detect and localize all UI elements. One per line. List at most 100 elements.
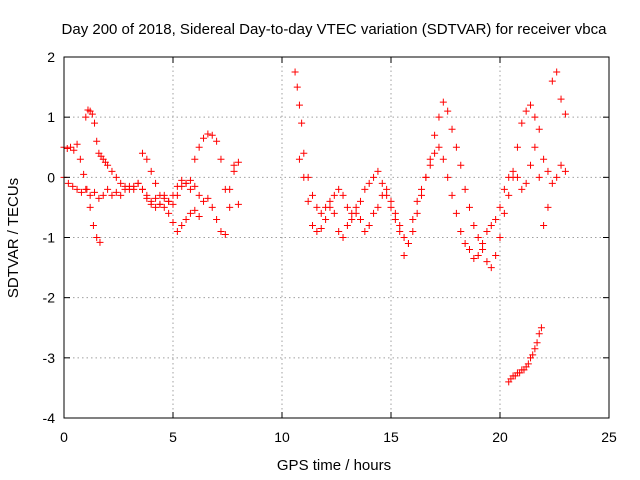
data-point [147,167,155,175]
data-point [152,194,160,202]
data-point [73,140,81,148]
chart-title: Day 200 of 2018, Sidereal Day-to-day VTE… [62,21,608,38]
data-point [217,155,225,163]
data-point [400,252,408,260]
data-point [391,215,399,223]
data-point [169,200,177,208]
y-tick-label: -1 [43,230,56,246]
data-point [86,203,94,211]
data-point [82,113,90,121]
data-point [313,227,321,235]
x-tick-label: 0 [60,429,68,445]
data-point [99,191,107,199]
data-point [365,179,373,187]
data-point [461,240,469,248]
data-point [540,221,548,229]
data-point [134,179,142,187]
data-point [213,215,221,223]
data-point [221,185,229,193]
data-point [518,185,526,193]
data-point [63,144,71,152]
data-point [544,167,552,175]
data-point [208,131,216,139]
data-point [452,209,460,217]
data-point [474,252,482,260]
data-point [125,185,133,193]
data-point [383,185,391,193]
data-point [531,345,539,353]
data-point [330,191,338,199]
data-point [553,68,561,76]
data-point [313,203,321,211]
x-axis-label: GPS time / hours [277,457,391,474]
data-point [217,227,225,235]
data-point [404,240,412,248]
data-point [317,224,325,232]
data-point [178,176,186,184]
data-point [186,185,194,193]
data-point [160,203,168,211]
data-point [221,230,229,238]
data-point [298,119,306,127]
data-point [487,221,495,229]
data-point [69,182,77,190]
data-point [156,200,164,208]
data-point [73,185,81,193]
data-point [96,238,104,246]
data-point [356,215,364,223]
data-point [95,194,103,202]
data-point [195,212,203,220]
data-point [365,221,373,229]
data-point [213,137,221,145]
data-point [138,185,146,193]
x-tick-label: 15 [383,429,399,445]
data-point [143,194,151,202]
data-point [343,203,351,211]
data-point [418,191,426,199]
data-point [418,185,426,193]
data-point [509,167,517,175]
data-point [527,101,535,109]
data-point [422,173,430,181]
y-tick-label: -4 [43,410,56,426]
data-point [191,182,199,190]
x-tick-label: 20 [492,429,508,445]
data-point [483,227,491,235]
data-point [169,191,177,199]
data-point [540,155,548,163]
data-point [413,209,421,217]
data-point [409,215,417,223]
data-point [496,234,504,241]
x-tick-label: 5 [169,429,177,445]
data-point [374,167,382,175]
data-point [169,218,177,226]
data-point [348,215,356,223]
data-point [152,203,160,211]
data-point [391,209,399,217]
data-point [470,255,478,263]
data-point [561,167,569,175]
data-point [378,191,386,199]
data-point [182,215,190,223]
data-point [178,221,186,229]
data-point [173,182,181,190]
data-point [80,170,88,178]
data-point [500,209,508,217]
data-point [522,179,530,187]
data-point [444,173,452,181]
data-point [474,234,482,241]
data-point [93,137,101,145]
data-point [522,107,530,115]
data-point [557,161,565,169]
data-point [160,194,168,202]
data-point [435,113,443,121]
data-point [513,173,521,181]
data-point [352,203,360,211]
data-point [535,330,543,338]
data-point [483,258,491,266]
data-point [561,110,569,118]
data-point [435,143,443,151]
data-point [108,191,116,199]
data-point [448,125,456,133]
data-point [230,161,238,169]
